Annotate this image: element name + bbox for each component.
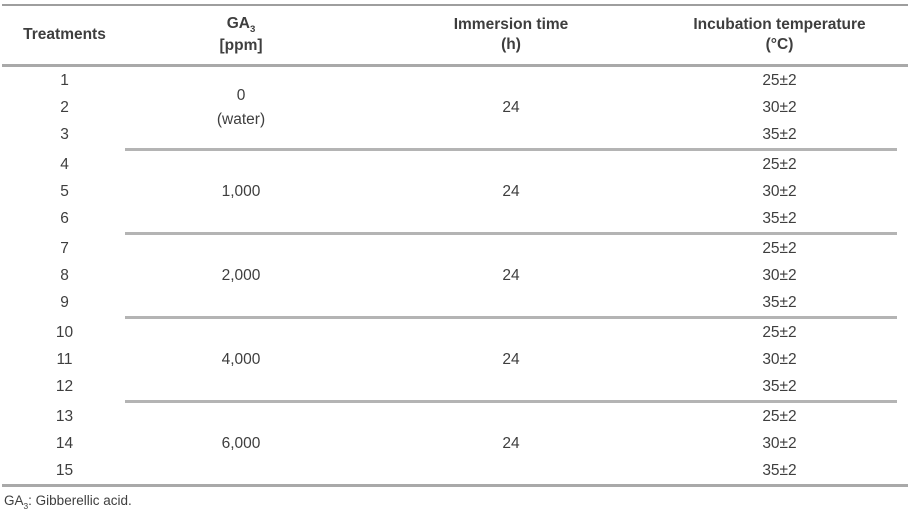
- treatments-cell: 10 11 12: [2, 319, 127, 400]
- header-immersion-unit: (h): [501, 36, 521, 53]
- treatments-table: Treatments GA3 [ppm] Immersion time (h) …: [2, 4, 908, 511]
- temperature-value: 35±2: [762, 210, 797, 227]
- table-footnote: GA3: Gibberellic acid.: [2, 492, 908, 511]
- immersion-cell: 24: [355, 403, 667, 484]
- footnote-ga: GA: [4, 493, 24, 508]
- header-immersion: Immersion time (h): [355, 14, 667, 56]
- treatment-number: 12: [55, 378, 74, 395]
- treatment-number: 8: [60, 267, 69, 284]
- footnote-text: : Gibberellic acid.: [28, 493, 132, 508]
- ga3-value: 0: [236, 86, 246, 104]
- table-row-group: 7 8 9 2,000 24 25±2 30±2 35±2: [2, 235, 908, 316]
- ga3-cell: 6,000: [127, 403, 355, 484]
- temperature-value: 35±2: [762, 462, 797, 479]
- treatment-number: 6: [60, 210, 69, 227]
- group-separator: [125, 232, 897, 235]
- treatment-number: 15: [55, 462, 74, 479]
- table: Treatments GA3 [ppm] Immersion time (h) …: [2, 4, 908, 487]
- treatment-number: 9: [60, 294, 69, 311]
- header-ga3-label: GA3: [127, 14, 355, 36]
- header-ga3-main: GA: [226, 15, 250, 32]
- temperature-value: 30±2: [762, 99, 797, 116]
- temperature-value: 25±2: [762, 72, 797, 89]
- temperature-value: 25±2: [762, 408, 797, 425]
- treatment-number: 5: [60, 183, 69, 200]
- ga3-cell: 1,000: [127, 151, 355, 232]
- header-ga3-unit: [ppm]: [219, 37, 263, 54]
- table-row-group: 4 5 6 1,000 24 25±2 30±2 35±2: [2, 151, 908, 232]
- temperature-value: 30±2: [762, 183, 797, 200]
- temperature-cell: 25±2 30±2 35±2: [667, 403, 892, 484]
- temperature-value: 25±2: [762, 156, 797, 173]
- ga3-cell: 0 (water): [127, 67, 355, 148]
- ga3-note: (water): [216, 110, 266, 128]
- immersion-value: 24: [502, 182, 520, 200]
- header-incubation-unit: (°C): [765, 36, 794, 53]
- immersion-value: 24: [502, 98, 520, 116]
- table-row-group: 13 14 15 6,000 24 25±2 30±2 35±2: [2, 403, 908, 484]
- treatments-cell: 4 5 6: [2, 151, 127, 232]
- immersion-value: 24: [502, 350, 520, 368]
- ga3-value: 4,000: [221, 350, 261, 368]
- header-treatments: Treatments: [2, 14, 127, 56]
- group-separator: [125, 148, 897, 151]
- temperature-value: 25±2: [762, 240, 797, 257]
- temperature-value: 30±2: [762, 351, 797, 368]
- table-body: 1 2 3 0 (water) 24 25±2 30±2 35±2: [2, 67, 908, 487]
- treatment-number: 10: [55, 324, 74, 341]
- treatments-cell: 1 2 3: [2, 67, 127, 148]
- ga3-cell: 2,000: [127, 235, 355, 316]
- immersion-cell: 24: [355, 67, 667, 148]
- temperature-value: 30±2: [762, 435, 797, 452]
- temperature-value: 30±2: [762, 267, 797, 284]
- immersion-cell: 24: [355, 319, 667, 400]
- group-separator: [125, 316, 897, 319]
- header-immersion-label: Immersion time: [453, 16, 569, 33]
- temperature-cell: 25±2 30±2 35±2: [667, 151, 892, 232]
- temperature-value: 35±2: [762, 126, 797, 143]
- treatment-number: 7: [60, 240, 69, 257]
- header-ga3: GA3 [ppm]: [127, 14, 355, 56]
- immersion-cell: 24: [355, 151, 667, 232]
- temperature-value: 35±2: [762, 294, 797, 311]
- treatment-number: 1: [60, 72, 69, 89]
- treatments-cell: 13 14 15: [2, 403, 127, 484]
- immersion-cell: 24: [355, 235, 667, 316]
- temperature-cell: 25±2 30±2 35±2: [667, 319, 892, 400]
- header-treatments-label: Treatments: [23, 26, 106, 43]
- footnote-ga-subscript: 3: [23, 500, 29, 511]
- treatment-number: 2: [60, 99, 69, 116]
- treatments-cell: 7 8 9: [2, 235, 127, 316]
- ga3-value: 2,000: [221, 266, 261, 284]
- group-separator: [125, 400, 897, 403]
- table-row-group: 10 11 12 4,000 24 25±2 30±2 35±2: [2, 319, 908, 400]
- header-incubation: Incubation temperature (°C): [667, 14, 892, 56]
- temperature-cell: 25±2 30±2 35±2: [667, 67, 892, 148]
- treatment-number: 14: [55, 435, 74, 452]
- treatment-number: 4: [60, 156, 69, 173]
- immersion-value: 24: [502, 434, 520, 452]
- treatment-number: 3: [60, 126, 69, 143]
- ga3-value: 6,000: [221, 434, 261, 452]
- table-header-row: Treatments GA3 [ppm] Immersion time (h) …: [2, 6, 908, 67]
- temperature-value: 35±2: [762, 378, 797, 395]
- header-incubation-label: Incubation temperature: [693, 16, 866, 33]
- temperature-cell: 25±2 30±2 35±2: [667, 235, 892, 316]
- temperature-value: 25±2: [762, 324, 797, 341]
- header-ga3-subscript: 3: [249, 24, 256, 36]
- treatment-number: 11: [56, 351, 73, 368]
- ga3-value: 1,000: [221, 182, 261, 200]
- immersion-value: 24: [502, 266, 520, 284]
- treatment-number: 13: [55, 408, 74, 425]
- table-row-group: 1 2 3 0 (water) 24 25±2 30±2 35±2: [2, 67, 908, 148]
- ga3-cell: 4,000: [127, 319, 355, 400]
